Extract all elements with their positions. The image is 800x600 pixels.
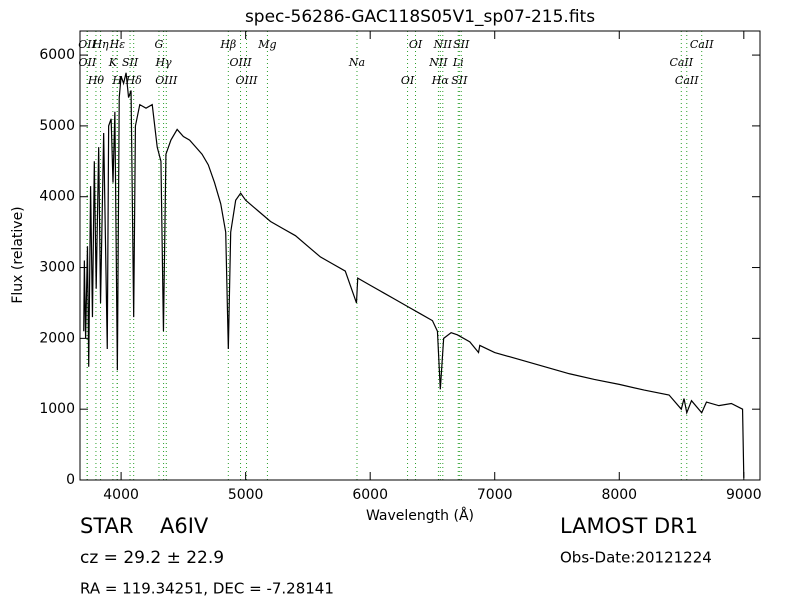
spectral-line-label: OIII: [235, 74, 258, 87]
spectral-line-label: Li: [452, 56, 464, 69]
survey: LAMOST DR1: [560, 514, 698, 538]
obs-date: Obs-Date:20121224: [560, 549, 712, 567]
x-tick-label: 7000: [477, 487, 513, 503]
spectral-line-label: K: [108, 56, 118, 69]
spectral-line-label: NII: [433, 38, 453, 51]
spectral-line-label: H: [111, 74, 122, 87]
chart-title: spec-56286-GAC118S05V1_sp07-215.fits: [245, 7, 595, 27]
spectral-line-label: SII: [122, 56, 139, 69]
x-axis-label: Wavelength (Å): [366, 507, 474, 524]
spectral-line-label: Mg: [257, 38, 276, 51]
y-tick-label: 6000: [39, 47, 75, 63]
spectral-line-label: OIII: [230, 56, 253, 69]
spectral-line-label: Hδ: [125, 74, 143, 87]
subclass: A6IV: [160, 514, 209, 538]
x-tick-label: 8000: [601, 487, 637, 503]
class: STAR: [80, 514, 133, 538]
x-tick-label: 4000: [103, 487, 139, 503]
spectral-line-label: OII: [78, 56, 96, 69]
spectral-line-label: OI: [409, 38, 423, 51]
spectral-line-label: CaII: [675, 74, 699, 87]
y-tick-label: 4000: [39, 189, 75, 205]
y-tick-label: 5000: [39, 118, 75, 134]
spectral-line-label: Hθ: [87, 74, 105, 87]
spectral-line-label: Hβ: [219, 38, 236, 51]
redshift: cz = 29.2 ± 22.9: [80, 548, 224, 568]
spectral-line-label: CaII: [690, 38, 714, 51]
x-tick-label: 6000: [352, 487, 388, 503]
y-tick-label: 0: [66, 472, 75, 488]
spectral-line-label: NII: [428, 56, 448, 69]
spectral-line-label: Hη: [91, 38, 109, 51]
spectral-line-label: Na: [348, 56, 365, 69]
y-tick-label: 3000: [39, 260, 75, 276]
plot-frame: [79, 30, 761, 481]
y-tick-label: 2000: [39, 330, 75, 346]
spectral-line-label: Hγ: [154, 56, 172, 69]
spectral-line-label: OIII: [155, 74, 178, 87]
spectrum-line: [83, 72, 745, 478]
x-tick-label: 5000: [228, 487, 264, 503]
spectral-line-label: Hα: [431, 74, 450, 87]
spectral-line-label: SII: [451, 74, 468, 87]
x-tick-label: 9000: [726, 487, 762, 503]
spectral-line-label: OII: [78, 38, 96, 51]
spectral-line-label: Hε: [109, 38, 126, 51]
coordinates: RA = 119.34251, DEC = -7.28141: [80, 580, 334, 598]
y-tick-label: 1000: [39, 401, 75, 417]
spectral-line-label: OI: [401, 74, 415, 87]
spectral-line-label: CaII: [669, 56, 693, 69]
y-axis-label: Flux (relative): [10, 206, 26, 303]
spectral-line-label: SII: [453, 38, 470, 51]
spectral-line-label: G: [155, 38, 164, 51]
